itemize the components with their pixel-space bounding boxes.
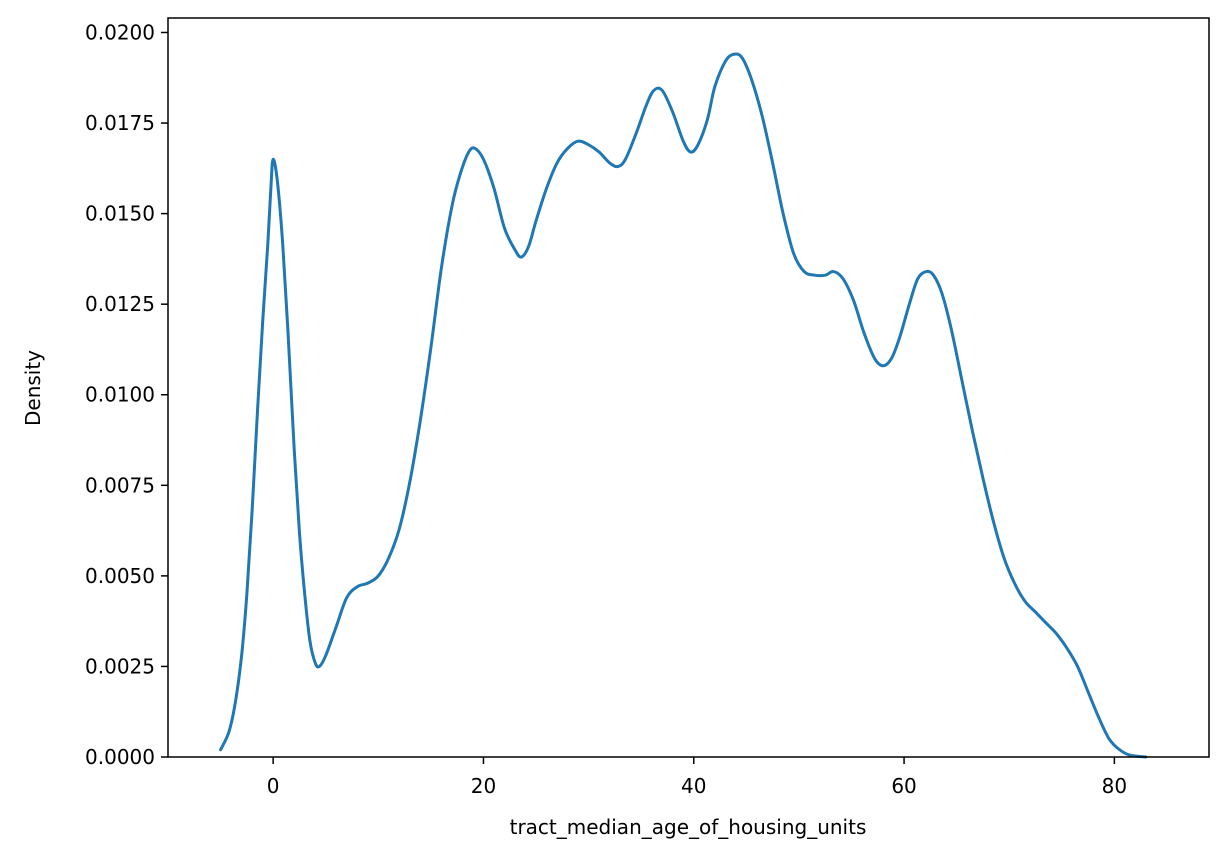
y-tick-label: 0.0100	[85, 383, 155, 407]
y-tick-label: 0.0175	[85, 111, 155, 135]
x-tick-label: 40	[681, 774, 706, 798]
x-tick-label: 20	[471, 774, 496, 798]
y-tick-label: 0.0125	[85, 292, 155, 316]
y-axis-ticks: 0.0000 0.0025 0.0050 0.0075 0.0100 0.0125 0.01…	[85, 20, 168, 769]
y-tick-label: 0.0200	[85, 20, 155, 44]
y-tick-label: 0.0025	[85, 654, 155, 678]
x-tick-label: 0	[267, 774, 280, 798]
x-tick-label: 80	[1102, 774, 1127, 798]
y-tick-label: 0.0050	[85, 564, 155, 588]
x-axis-ticks: 0 20 40 60 80	[267, 757, 1127, 798]
x-tick-label: 60	[891, 774, 916, 798]
y-tick-label: 0.0000	[85, 745, 155, 769]
plot-frame	[167, 17, 1210, 758]
x-axis-label: tract_median_age_of_housing_units	[510, 815, 867, 839]
y-tick-label: 0.0075	[85, 473, 155, 497]
y-axis-label: Density	[21, 350, 45, 426]
y-tick-label: 0.0150	[85, 202, 155, 226]
density-curve	[219, 52, 1148, 759]
